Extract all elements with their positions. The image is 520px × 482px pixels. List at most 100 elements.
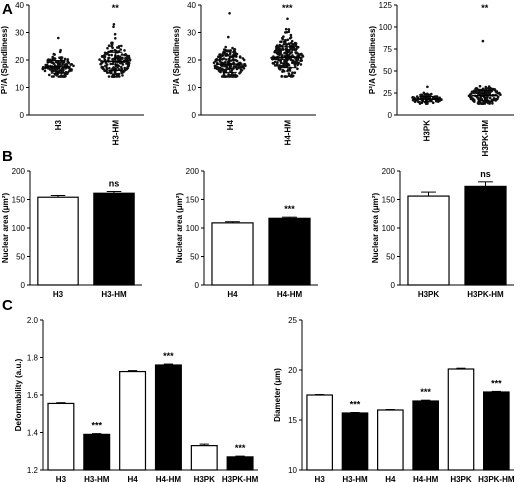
scatter-point <box>100 65 104 69</box>
scatter-point <box>481 91 485 94</box>
scatter-point <box>127 54 131 58</box>
scatter-point <box>60 67 63 71</box>
scatter-point <box>279 59 283 62</box>
y-tick-label: 30 <box>187 29 196 38</box>
chart-6: 0 50 100 150 200 Nuclear area (μm²) H3PK H3PK-H… <box>371 167 514 299</box>
scatter-point <box>107 44 111 47</box>
y-tick-label: 100 <box>379 23 393 32</box>
y-axis-label: Nuclear area (μm²) <box>371 193 380 264</box>
scatter-point <box>224 58 228 61</box>
scatter-point <box>110 45 113 48</box>
scatter-point <box>57 36 60 40</box>
scatter-point <box>224 75 228 78</box>
y-axis-label: Diameter (μm) <box>273 368 282 422</box>
scatter-point <box>106 51 109 55</box>
scatter-point <box>121 57 124 60</box>
scatter-point <box>479 91 482 94</box>
category-label: H3-HM <box>342 475 368 482</box>
scatter-point <box>238 64 241 68</box>
scatter-point <box>112 73 115 76</box>
chart-3: 0 25 50 75 100 125 P²/A (Spindliness) H3PK H3PK-… <box>368 1 514 156</box>
scatter-point <box>474 91 478 94</box>
scatter-point <box>105 71 109 74</box>
scatter-point <box>113 70 117 73</box>
bar-H4 <box>119 370 147 471</box>
scatter-point <box>414 99 417 102</box>
scatter-point <box>274 49 277 53</box>
y-tick-label: 50 <box>16 253 25 262</box>
scatter-point <box>299 53 303 56</box>
scatter-point <box>271 61 275 65</box>
category-label: H4-HM <box>283 120 292 146</box>
significance-label: ns <box>109 179 120 189</box>
scatter-point <box>290 51 294 54</box>
category-label: H4-HM <box>156 475 182 482</box>
scatter-point <box>120 53 124 56</box>
bar-H3-HM <box>83 433 111 471</box>
scatter-point <box>72 64 75 68</box>
scatter-point <box>287 64 291 67</box>
scatter-point <box>286 17 289 21</box>
y-tick-label: 20 <box>187 56 196 65</box>
scatter-point <box>275 47 278 51</box>
scatter-point <box>282 69 286 73</box>
scatter-point <box>277 67 281 70</box>
y-tick-label: 50 <box>190 253 199 262</box>
significance-label: *** <box>163 351 174 361</box>
scatter-point <box>221 67 224 71</box>
scatter-point <box>119 48 122 51</box>
scatter-point <box>102 68 106 71</box>
category-label: H4 <box>227 290 238 299</box>
chart-1: 0 10 20 30 40 P²/A (Spindliness) H3 H3-HM ** <box>0 1 144 145</box>
scatter-point <box>49 68 52 71</box>
scatter-point <box>214 66 218 70</box>
category-label: H3PK <box>422 120 431 142</box>
bar-H3 <box>37 196 79 286</box>
scatter-point <box>58 50 62 54</box>
scatter-point <box>116 73 120 76</box>
scatter-point <box>493 88 497 92</box>
chart-7: 1.2 1.4 1.6 1.8 2.0 Deformability (a.u.) H3 H3-… <box>14 316 259 482</box>
scatter-point <box>476 91 480 95</box>
chart-8: 10 15 20 25 Diameter (μm) H3 H3-HM H4 H4-HM H3PK H… <box>273 316 515 482</box>
scatter-point <box>107 53 111 57</box>
scatter-point <box>219 70 222 74</box>
y-axis-label: P²/A (Spindliness) <box>172 26 181 94</box>
y-tick-label: 0 <box>388 111 393 120</box>
y-tick-label: 20 <box>288 366 297 375</box>
scatter-point <box>282 43 286 46</box>
scatter-point <box>285 43 288 46</box>
scatter-point <box>117 64 120 68</box>
scatter-point <box>425 93 429 97</box>
scatter-point <box>279 49 283 52</box>
bar-H3 <box>47 402 75 471</box>
scatter-point <box>98 58 101 61</box>
y-tick-label: 10 <box>288 466 297 475</box>
scatter-point <box>70 63 73 66</box>
y-tick-label: 0 <box>21 281 26 290</box>
scatter-point <box>284 27 288 31</box>
category-label: H3 <box>315 475 326 482</box>
significance-label: *** <box>282 3 293 13</box>
scatter-point <box>235 67 239 71</box>
scatter-point <box>286 69 289 73</box>
bar-H3-HM <box>93 192 135 286</box>
scatter-point <box>117 45 121 48</box>
scatter-point <box>114 72 117 75</box>
scatter-point <box>296 63 299 67</box>
scatter-point <box>284 75 287 78</box>
scatter-point <box>476 96 479 99</box>
y-tick-label: 50 <box>383 67 392 76</box>
y-tick-label: 25 <box>288 316 297 325</box>
scatter-point <box>231 56 235 59</box>
scatter-point <box>283 59 286 63</box>
scatter-point <box>242 66 246 70</box>
scatter-point <box>295 59 298 62</box>
scatter-point <box>270 56 274 60</box>
scatter-point <box>63 63 67 67</box>
category-label: H4 <box>226 119 235 130</box>
y-axis-label: P²/A (Spindliness) <box>0 26 9 94</box>
scatter-point <box>289 41 293 45</box>
scatter-point <box>100 62 103 65</box>
y-tick-label: 200 <box>382 167 396 176</box>
